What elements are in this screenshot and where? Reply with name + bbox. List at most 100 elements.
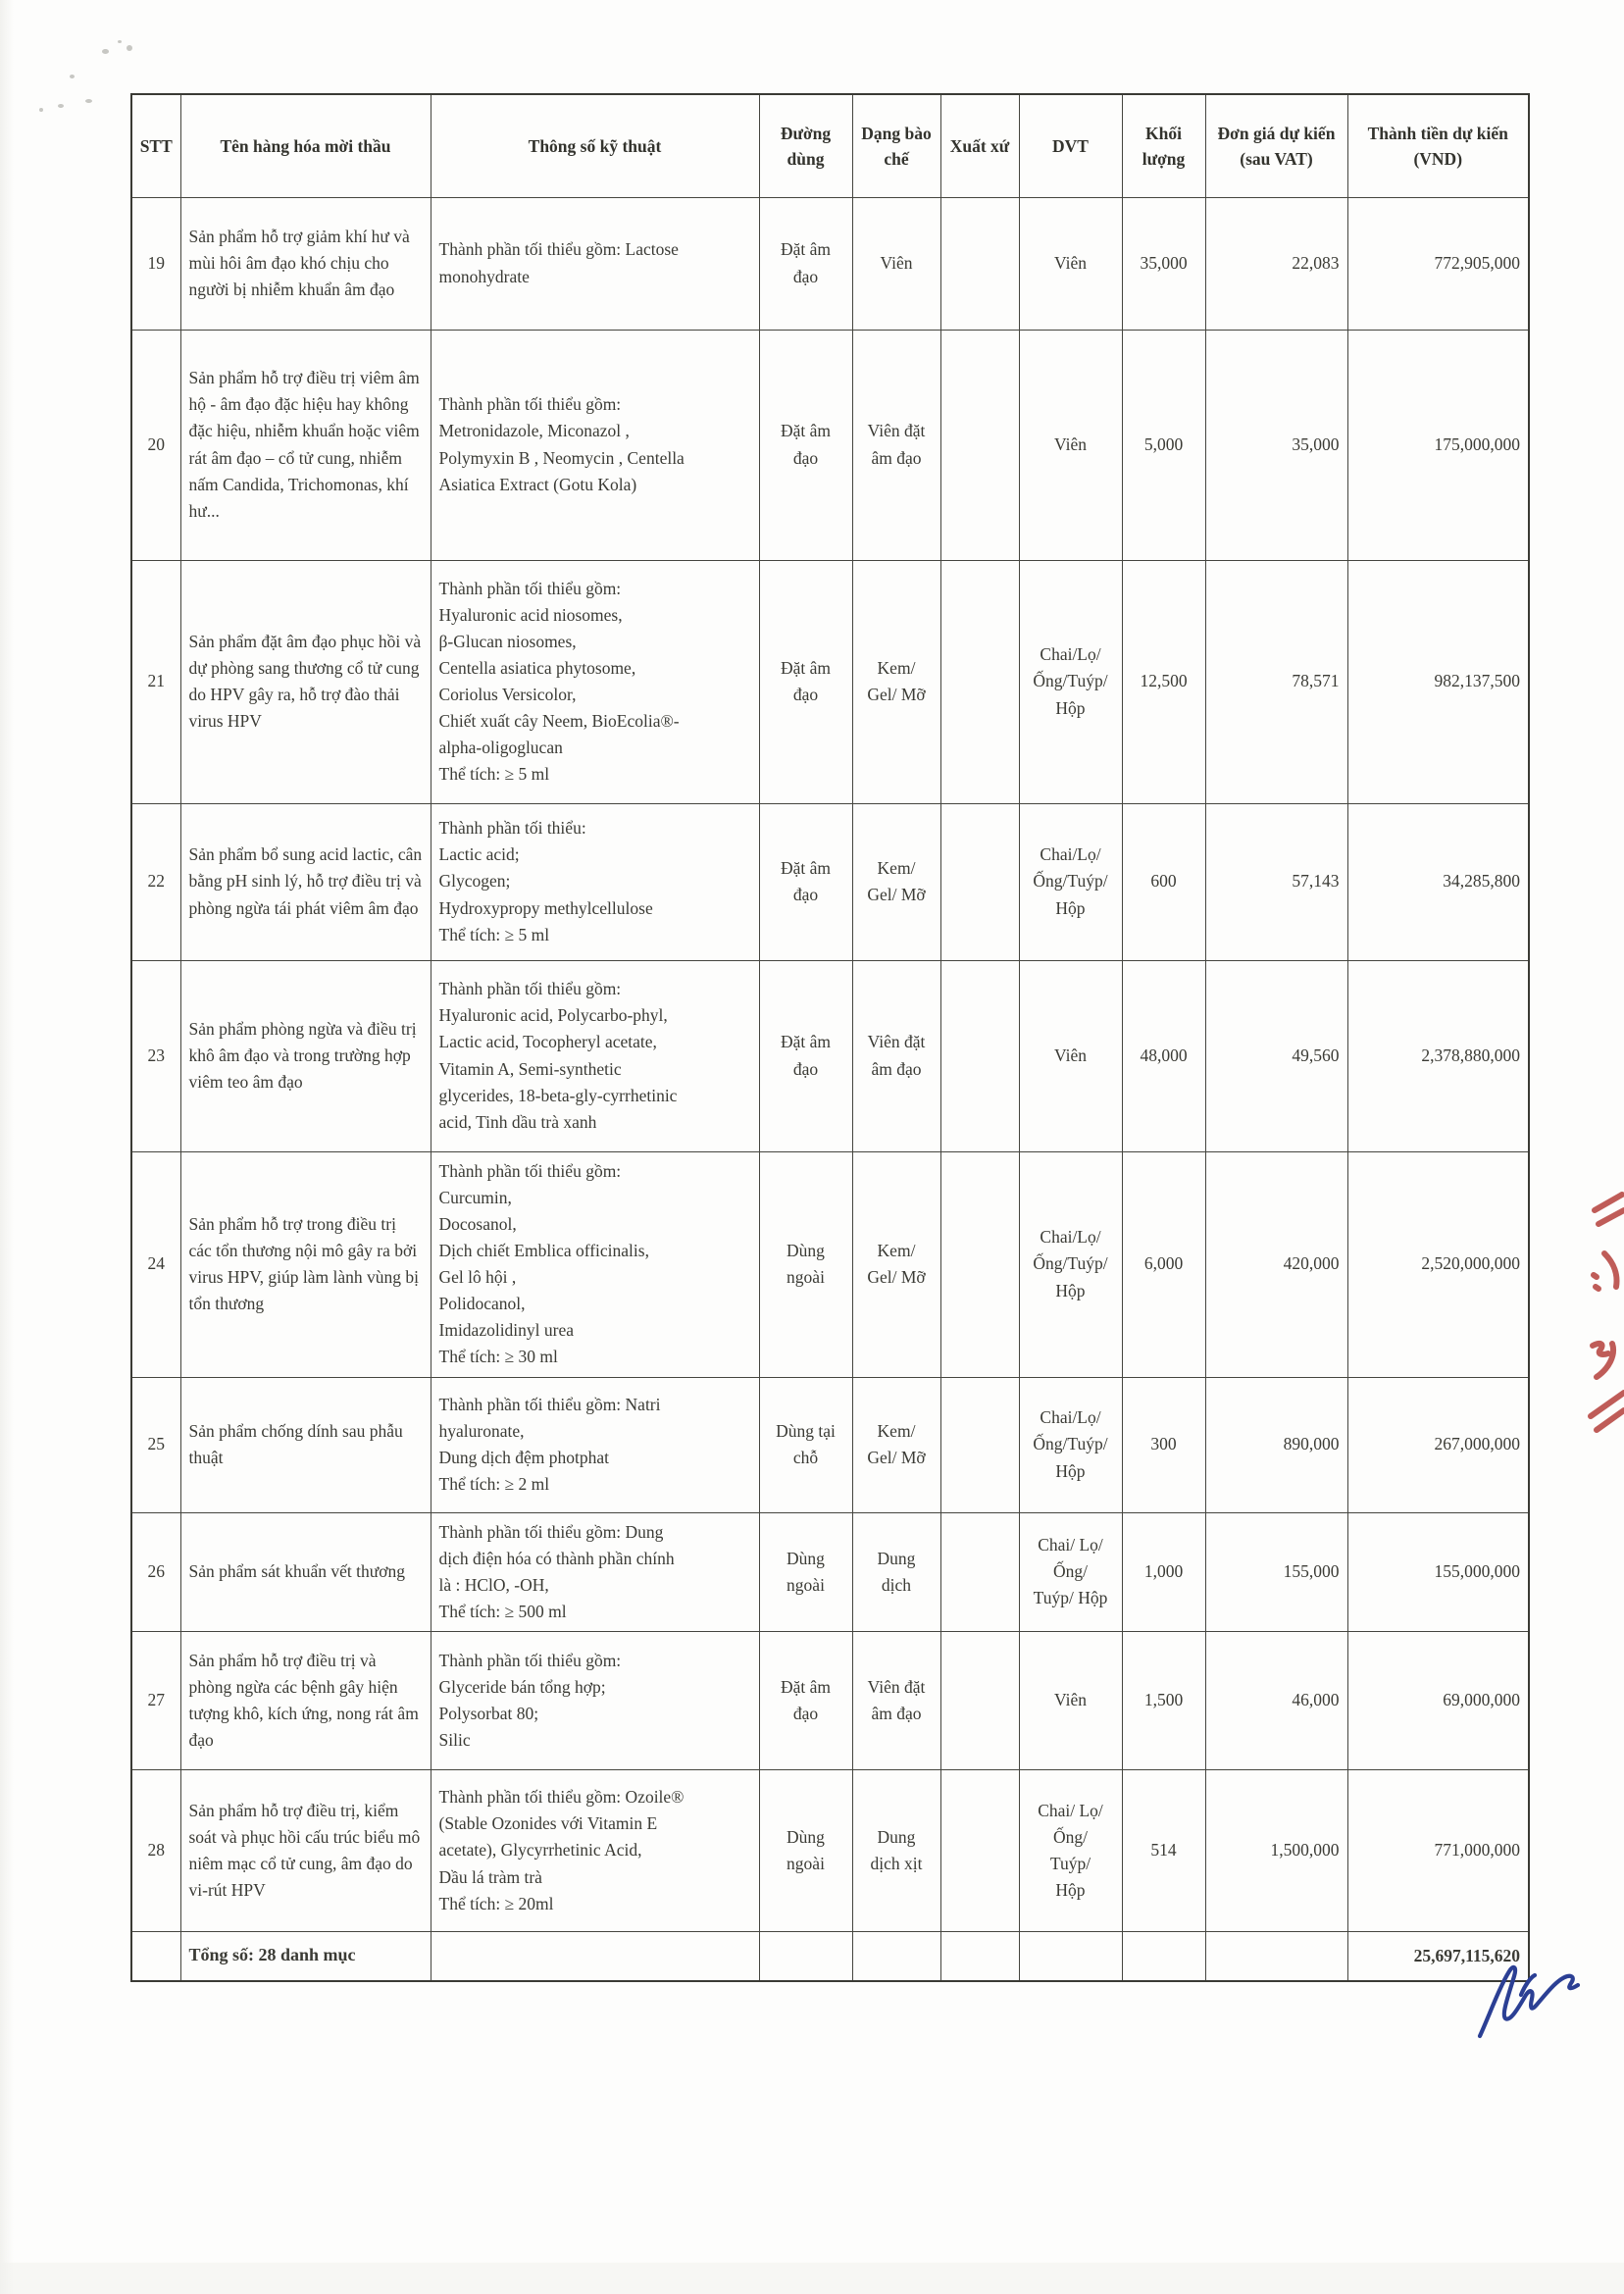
cell-route: Đặt âm đạo — [758, 1631, 853, 1770]
cell-stt: 20 — [130, 329, 181, 561]
cell-origin — [939, 559, 1020, 804]
cell-name: Sản phẩm bổ sung acid lactic, cân bằng p… — [179, 802, 431, 961]
cell-qty: 514 — [1121, 1769, 1206, 1932]
cell-stt: 25 — [130, 1376, 181, 1513]
cell-qty: 35,000 — [1121, 196, 1206, 331]
cell-unit: Chai/Lọ/ Ống/Tuýp/ Hộp — [1018, 1150, 1123, 1378]
cell-unit: Chai/ Lọ/ Ống/ Tuýp/ Hộp — [1018, 1769, 1123, 1932]
scan-speck — [70, 75, 75, 78]
table-row: 20 Sản phẩm hỗ trợ điều trị viêm âm hộ - … — [130, 329, 1530, 561]
column-header-unit_price: Đơn giá dự kiến (sau VAT) — [1204, 93, 1348, 198]
cell-route: Đặt âm đạo — [758, 196, 853, 331]
cell-specs: Thành phần tối thiểu gồm: Dung dịch điện… — [430, 1511, 760, 1632]
column-header-form: Dạng bào chế — [851, 93, 941, 198]
cell-origin — [939, 1511, 1020, 1632]
cell-form: Kem/ Gel/ Mỡ — [851, 1150, 941, 1378]
scan-speck — [39, 108, 43, 112]
cell-stt: 27 — [130, 1631, 181, 1770]
cell-unit: Viên — [1018, 959, 1123, 1152]
grand-total-value: 25,697,115,620 — [1346, 1931, 1530, 1981]
cell-total: 772,905,000 — [1346, 196, 1530, 331]
cell-name: Sản phẩm hỗ trợ điều trị, kiểm soát và p… — [179, 1769, 431, 1932]
cell-route: Đặt âm đạo — [758, 329, 853, 561]
cell-origin — [939, 1769, 1020, 1932]
cell-origin — [939, 329, 1020, 561]
cell-total: 982,137,500 — [1346, 559, 1530, 804]
cell-unit_price: 35,000 — [1204, 329, 1348, 561]
table-row: 21 Sản phẩm đặt âm đạo phục hồi và dự phò… — [130, 559, 1530, 804]
cell-origin — [939, 959, 1020, 1152]
cell-origin — [939, 1150, 1020, 1378]
cell-qty: 1,500 — [1121, 1631, 1206, 1770]
cell-specs: Thành phần tối thiểu gồm: Curcumin, Doco… — [430, 1150, 760, 1378]
cell-form: Kem/ Gel/ Mỡ — [851, 1376, 941, 1513]
cell-empty — [851, 1931, 941, 1981]
red-pen-marks — [1588, 1192, 1624, 1433]
cell-stt: 23 — [130, 959, 181, 1152]
cell-total: 155,000,000 — [1346, 1511, 1530, 1632]
cell-empty — [1018, 1931, 1123, 1981]
cell-specs: Thành phần tối thiểu gồm: Natri hyaluron… — [430, 1376, 760, 1513]
table-row: 25 Sản phẩm chống dính sau phẫu thuật Thàn… — [130, 1376, 1530, 1513]
cell-form: Dung dịch xịt — [851, 1769, 941, 1932]
cell-route: Đặt âm đạo — [758, 802, 853, 961]
table-row: 26 Sản phẩm sát khuẩn vết thương Thành phầ… — [130, 1511, 1530, 1632]
cell-origin — [939, 802, 1020, 961]
column-header-stt: STT — [130, 93, 181, 198]
cell-unit_price: 57,143 — [1204, 802, 1348, 961]
cell-form: Viên đặt âm đạo — [851, 1631, 941, 1770]
cell-unit_price: 1,500,000 — [1204, 1769, 1348, 1932]
cell-unit: Chai/Lọ/ Ống/Tuýp/ Hộp — [1018, 559, 1123, 804]
cell-specs: Thành phần tối thiểu gồm: Hyaluronic aci… — [430, 959, 760, 1152]
cell-stt: 22 — [130, 802, 181, 961]
cell-empty — [130, 1931, 181, 1981]
scan-speck — [127, 45, 132, 51]
cell-unit_price: 78,571 — [1204, 559, 1348, 804]
cell-form: Viên — [851, 196, 941, 331]
cell-qty: 5,000 — [1121, 329, 1206, 561]
column-header-qty: Khối lượng — [1121, 93, 1206, 198]
cell-unit: Chai/Lọ/ Ống/Tuýp/ Hộp — [1018, 1376, 1123, 1513]
cell-unit_price: 46,000 — [1204, 1631, 1348, 1770]
total-label: Tổng số: 28 danh mục — [179, 1931, 431, 1981]
cell-name: Sản phẩm hỗ trợ giảm khí hư và mùi hôi â… — [179, 196, 431, 331]
cell-form: Kem/ Gel/ Mỡ — [851, 802, 941, 961]
cell-origin — [939, 196, 1020, 331]
cell-name: Sản phẩm chống dính sau phẫu thuật — [179, 1376, 431, 1513]
cell-specs: Thành phần tối thiểu gồm: Lactose monohy… — [430, 196, 760, 331]
table-header-row: STT Tên hàng hóa mời thầu Thông số kỹ thuậ… — [130, 93, 1530, 198]
cell-total: 69,000,000 — [1346, 1631, 1530, 1770]
cell-unit: Viên — [1018, 329, 1123, 561]
cell-form: Viên đặt âm đạo — [851, 959, 941, 1152]
scan-speck — [118, 40, 122, 43]
cell-unit: Chai/ Lọ/ Ống/ Tuýp/ Hộp — [1018, 1511, 1123, 1632]
cell-route: Dùng ngoài — [758, 1150, 853, 1378]
cell-route: Dùng ngoài — [758, 1511, 853, 1632]
column-header-specs: Thông số kỹ thuật — [430, 93, 760, 198]
cell-unit: Chai/Lọ/ Ống/Tuýp/ Hộp — [1018, 802, 1123, 961]
cell-form: Viên đặt âm đạo — [851, 329, 941, 561]
table-row: 24 Sản phẩm hỗ trợ trong điều trị các tổn… — [130, 1150, 1530, 1378]
column-header-origin: Xuất xứ — [939, 93, 1020, 198]
cell-route: Đặt âm đạo — [758, 559, 853, 804]
cell-empty — [430, 1931, 760, 1981]
cell-qty: 6,000 — [1121, 1150, 1206, 1378]
column-header-unit: DVT — [1018, 93, 1123, 198]
scan-artifact-shade — [0, 0, 14, 2294]
cell-qty: 48,000 — [1121, 959, 1206, 1152]
table-row: 23 Sản phẩm phòng ngừa và điều trị khô âm… — [130, 959, 1530, 1152]
cell-total: 175,000,000 — [1346, 329, 1530, 561]
scan-speck — [85, 99, 92, 103]
cell-name: Sản phẩm sát khuẩn vết thương — [179, 1511, 431, 1632]
cell-qty: 600 — [1121, 802, 1206, 961]
cell-qty: 1,000 — [1121, 1511, 1206, 1632]
cell-route: Dùng ngoài — [758, 1769, 853, 1932]
cell-unit_price: 890,000 — [1204, 1376, 1348, 1513]
cell-stt: 26 — [130, 1511, 181, 1632]
cell-specs: Thành phần tối thiểu gồm: Ozoile® (Stabl… — [430, 1769, 760, 1932]
column-header-name: Tên hàng hóa mời thầu — [179, 93, 431, 198]
cell-empty — [1121, 1931, 1206, 1981]
column-header-route: Đường dùng — [758, 93, 853, 198]
table-row: 22 Sản phẩm bổ sung acid lactic, cân bằng… — [130, 802, 1530, 961]
